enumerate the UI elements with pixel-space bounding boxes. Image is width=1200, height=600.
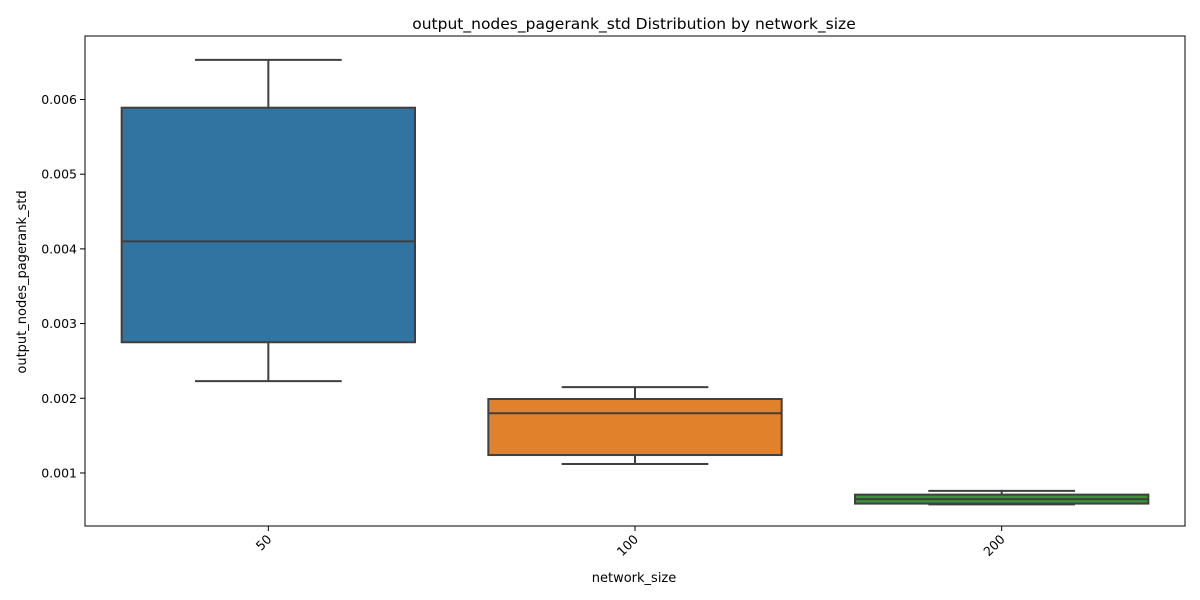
- y-tick-label-0.001: 0.001: [41, 465, 77, 480]
- box-100-iqr: [487, 398, 783, 457]
- y-tick-label-0.004: 0.004: [41, 241, 77, 256]
- box-50-iqr: [120, 106, 417, 344]
- x-axis-label: network_size: [592, 571, 677, 586]
- y-tick-label-0.005: 0.005: [41, 167, 77, 182]
- x-tick-label-50: 50: [253, 531, 275, 553]
- x-tick-label-100: 100: [614, 531, 642, 559]
- y-tick-label-0.003: 0.003: [41, 316, 77, 331]
- chart-title: output_nodes_pagerank_std Distribution b…: [412, 15, 855, 34]
- y-axis-label: output_nodes_pagerank_std: [15, 190, 30, 373]
- x-tick-label-200: 200: [980, 531, 1008, 559]
- y-tick-label-0.006: 0.006: [41, 92, 77, 107]
- plot-area: 0.001 0.002 0.003 0.004 0.005 0.006 50 100 200: [41, 35, 1186, 559]
- y-tick-label-0.002: 0.002: [41, 391, 77, 406]
